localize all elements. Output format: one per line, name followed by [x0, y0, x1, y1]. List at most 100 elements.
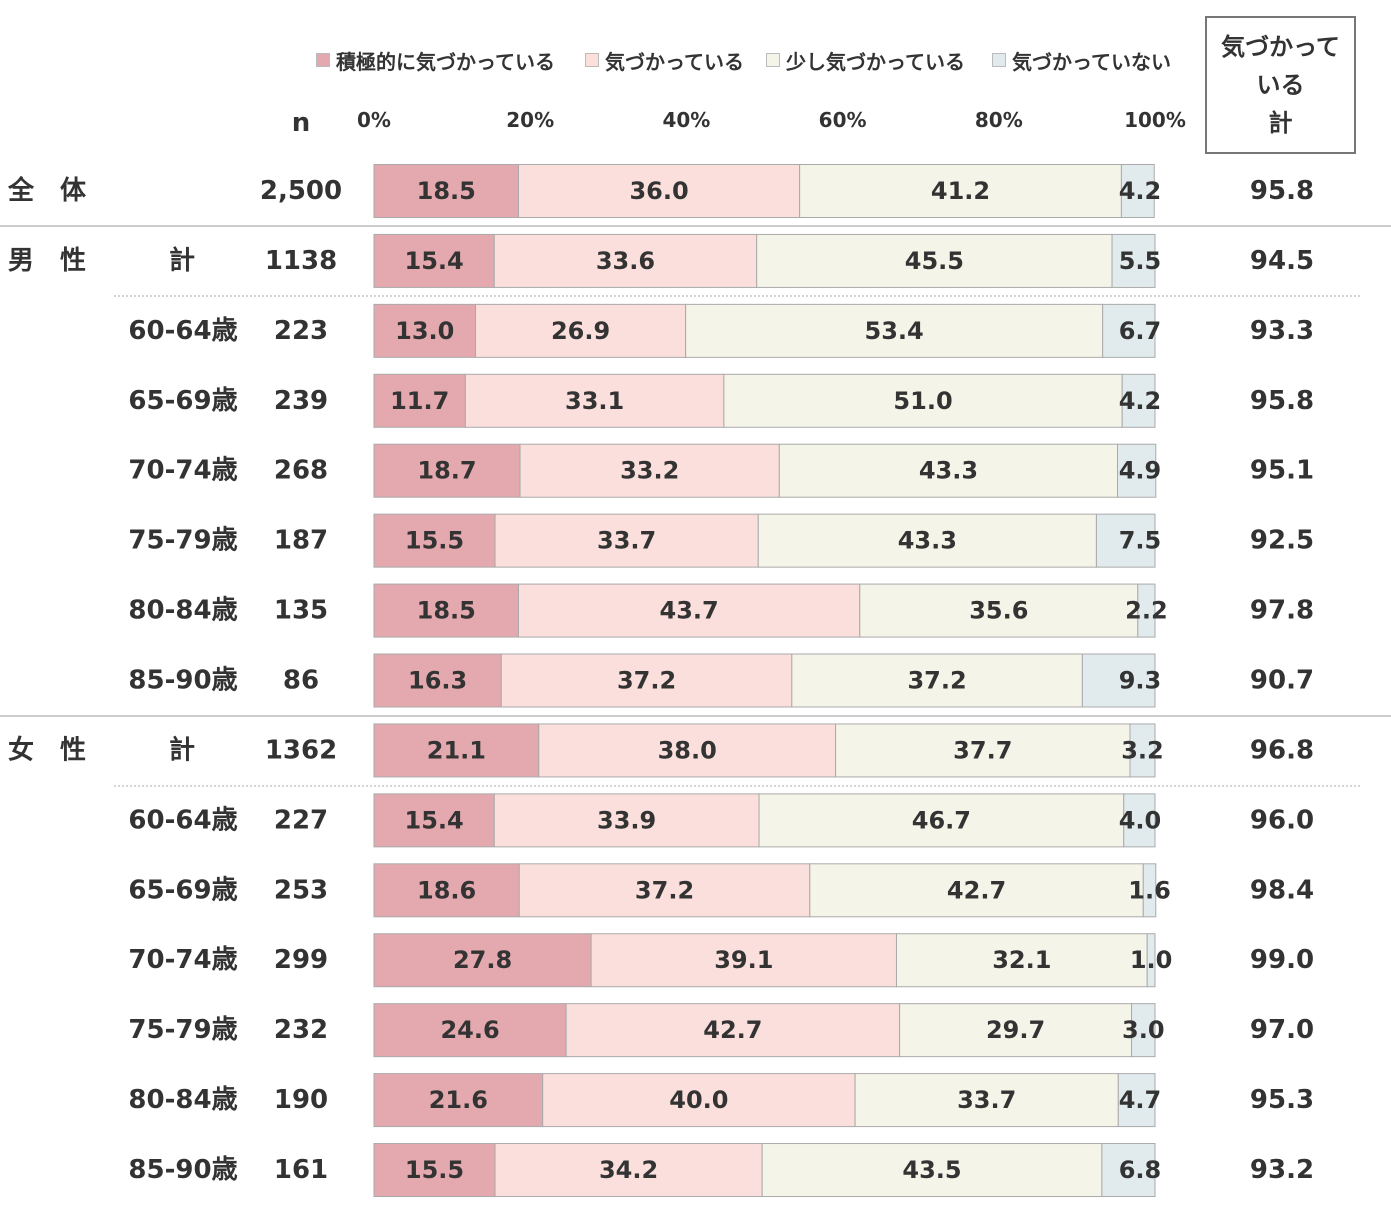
row-total-value: 95.8: [1250, 386, 1314, 416]
row-n-value: 253: [274, 875, 328, 905]
row-age-label: 85-90歳: [128, 666, 237, 696]
bar-value-label: 16.3: [408, 667, 467, 695]
row-n-value: 1138: [265, 246, 337, 276]
bar-value-label: 51.0: [893, 387, 952, 415]
bar-value-label: 32.1: [992, 946, 1051, 974]
bar-value-label: 21.6: [429, 1086, 488, 1114]
row-n-value: 2,500: [260, 176, 342, 206]
bar-value-label: 29.7: [986, 1016, 1045, 1044]
row-n-value: 223: [274, 316, 328, 346]
bar-value-label: 6.7: [1119, 317, 1162, 345]
bar-value-label: 18.5: [417, 177, 476, 205]
bar-value-label: 33.7: [957, 1086, 1016, 1114]
bar-value-label: 4.0: [1119, 806, 1162, 834]
row-age-label: 75-79歳: [128, 526, 237, 556]
bar-value-label: 1.6: [1128, 876, 1171, 904]
row-total-value: 93.2: [1250, 1155, 1314, 1185]
n-column-header: n: [292, 108, 311, 138]
bar-value-label: 3.2: [1121, 736, 1164, 764]
bar-value-label: 7.5: [1119, 527, 1162, 555]
row-total-value: 99.0: [1250, 945, 1314, 975]
row-n-value: 232: [274, 1015, 328, 1045]
bar-value-label: 39.1: [714, 946, 773, 974]
bar-value-label: 18.7: [417, 457, 476, 485]
row-age-label: 60-64歳: [128, 316, 237, 346]
row-total-value: 95.1: [1250, 456, 1314, 486]
bar-value-label: 33.1: [565, 387, 624, 415]
bar-value-label: 9.3: [1119, 667, 1162, 695]
row-n-value: 187: [274, 526, 328, 556]
row-total-value: 95.8: [1250, 176, 1314, 206]
bar-value-label: 4.2: [1119, 387, 1162, 415]
bar-value-label: 38.0: [658, 736, 717, 764]
bar-value-label: 37.2: [907, 667, 966, 695]
row-group-label: 男 性: [8, 246, 86, 276]
bar-value-label: 33.9: [597, 806, 656, 834]
row-total-value: 90.7: [1250, 666, 1314, 696]
x-tick-label: 60%: [819, 108, 867, 132]
x-tick-label: 100%: [1124, 108, 1186, 132]
bar-value-label: 37.2: [635, 876, 694, 904]
bar-value-label: 4.7: [1119, 1086, 1162, 1114]
bar-value-label: 41.2: [931, 177, 990, 205]
bar-value-label: 4.9: [1119, 457, 1162, 485]
row-age-label: 70-74歳: [128, 945, 237, 975]
row-n-value: 190: [274, 1085, 328, 1115]
bar-value-label: 26.9: [551, 317, 610, 345]
row-total-value: 96.0: [1250, 805, 1314, 835]
bar-value-label: 36.0: [629, 177, 688, 205]
bar-value-label: 21.1: [427, 736, 486, 764]
row-n-value: 227: [274, 805, 328, 835]
row-total-value: 97.8: [1250, 596, 1314, 626]
bar-value-label: 35.6: [969, 597, 1028, 625]
row-total-value: 92.5: [1250, 526, 1314, 556]
bar-value-label: 15.4: [405, 247, 464, 275]
x-tick-label: 80%: [975, 108, 1023, 132]
bar-value-label: 2.2: [1125, 597, 1168, 625]
bar-value-label: 43.3: [898, 527, 957, 555]
row-n-value: 135: [274, 596, 328, 626]
bar-value-label: 27.8: [453, 946, 512, 974]
bar-value-label: 11.7: [390, 387, 449, 415]
row-age-label: 70-74歳: [128, 456, 237, 486]
bar-value-label: 37.7: [953, 736, 1012, 764]
row-total-value: 93.3: [1250, 316, 1314, 346]
bar-value-label: 33.2: [620, 457, 679, 485]
row-group-label: 女 性: [8, 734, 86, 765]
row-n-value: 239: [274, 386, 328, 416]
row-age-label: 65-69歳: [128, 386, 237, 416]
bar-value-label: 24.6: [440, 1016, 499, 1044]
bar-value-label: 18.5: [417, 597, 476, 625]
bar-value-label: 53.4: [865, 317, 924, 345]
row-n-value: 268: [274, 456, 328, 486]
bar-value-label: 40.0: [669, 1086, 728, 1114]
row-age-label: 60-64歳: [128, 805, 237, 835]
x-tick-label: 40%: [662, 108, 710, 132]
bar-value-label: 18.6: [417, 876, 476, 904]
x-tick-label: 20%: [506, 108, 554, 132]
bar-value-label: 43.3: [919, 457, 978, 485]
bar-value-label: 15.4: [405, 806, 464, 834]
row-age-label: 85-90歳: [128, 1155, 237, 1185]
bar-value-label: 43.5: [902, 1156, 961, 1184]
bar-value-label: 46.7: [912, 806, 971, 834]
row-age-label: 80-84歳: [128, 596, 237, 626]
bar-value-label: 42.7: [703, 1016, 762, 1044]
row-total-label: 計: [169, 734, 195, 765]
row-total-value: 94.5: [1250, 246, 1314, 276]
row-total-value: 98.4: [1250, 875, 1314, 905]
row-age-label: 80-84歳: [128, 1085, 237, 1115]
row-age-label: 65-69歳: [128, 875, 237, 905]
bar-value-label: 37.2: [617, 667, 676, 695]
row-total-label: 計: [169, 245, 195, 276]
row-total-value: 95.3: [1250, 1085, 1314, 1115]
bar-value-label: 4.2: [1119, 177, 1162, 205]
bar-value-label: 15.5: [405, 527, 464, 555]
bar-value-label: 1.0: [1130, 946, 1173, 974]
row-n-value: 161: [274, 1155, 328, 1185]
row-total-value: 97.0: [1250, 1015, 1314, 1045]
bar-value-label: 15.5: [405, 1156, 464, 1184]
row-total-value: 96.8: [1250, 735, 1314, 765]
row-n-value: 86: [283, 666, 319, 696]
